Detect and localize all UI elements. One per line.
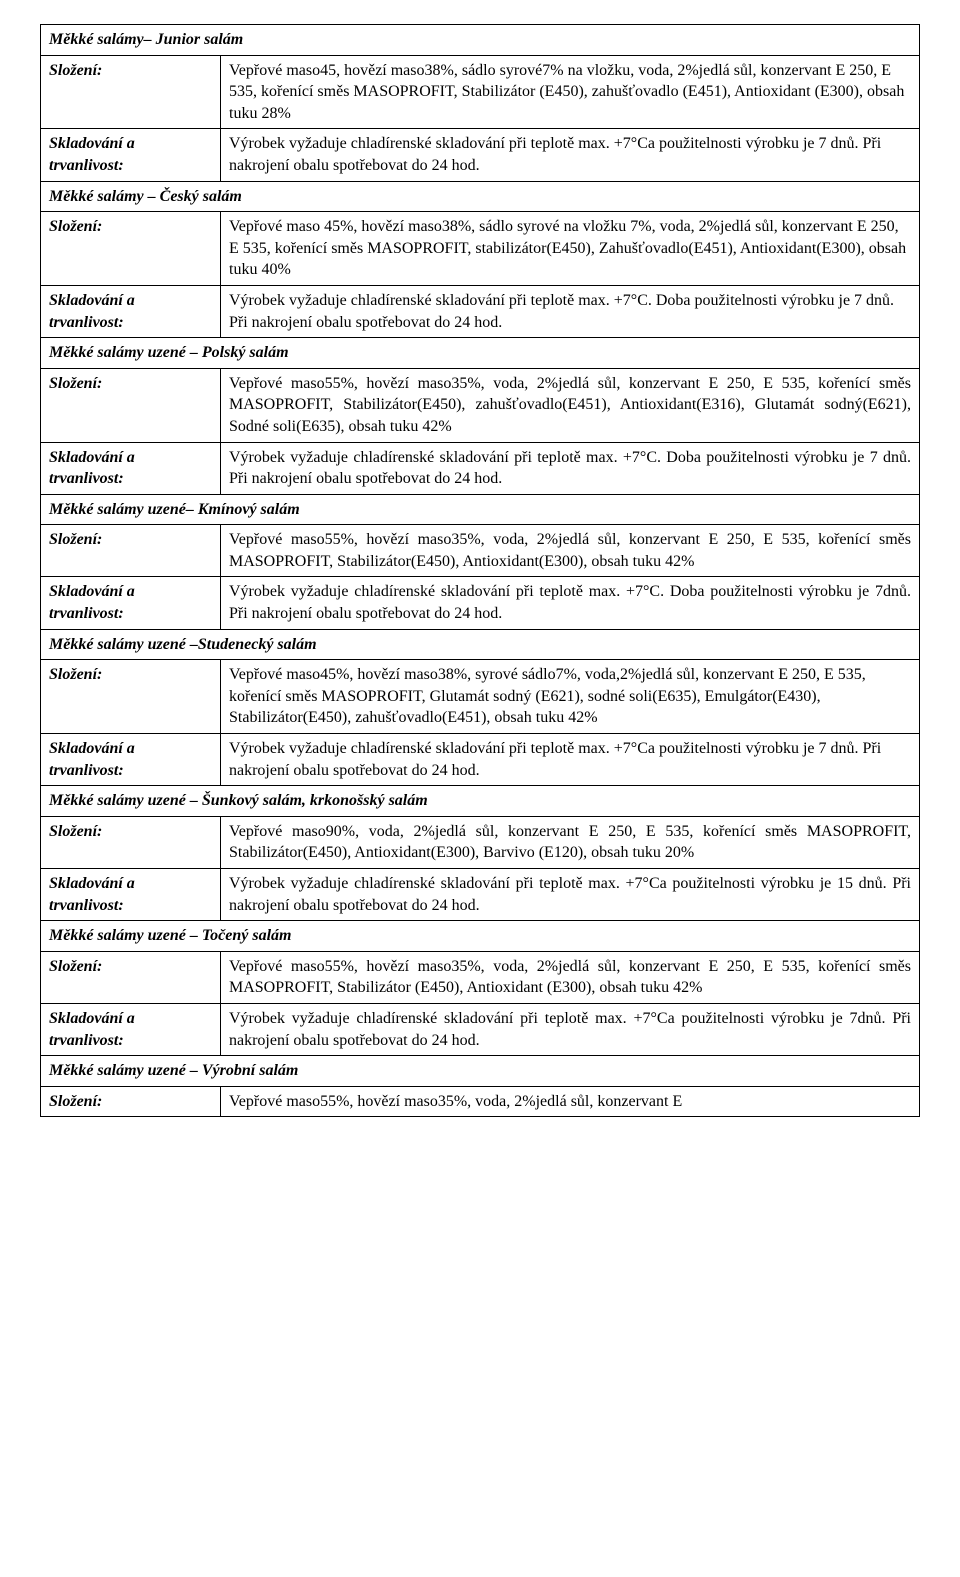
section-header: Měkké salámy uzené – Polský salám — [41, 338, 920, 369]
storage-label: Skladování a trvanlivost: — [41, 577, 221, 629]
section-header: Měkké salámy uzené– Kmínový salám — [41, 494, 920, 525]
composition-text: Vepřové maso45%, hovězí maso38%, syrové … — [221, 660, 920, 734]
section-header: Měkké salámy uzené – Točený salám — [41, 921, 920, 952]
composition-label: Složení: — [41, 368, 221, 442]
section-header: Měkké salámy – Český salám — [41, 181, 920, 212]
storage-label: Skladování a trvanlivost: — [41, 869, 221, 921]
storage-label: Skladování a trvanlivost: — [41, 734, 221, 786]
composition-text: Vepřové maso55%, hovězí maso35%, voda, 2… — [221, 368, 920, 442]
composition-text: Vepřové maso45, hovězí maso38%, sádlo sy… — [221, 55, 920, 129]
storage-text: Výrobek vyžaduje chladírenské skladování… — [221, 869, 920, 921]
section-header: Měkké salámy uzené –Studenecký salám — [41, 629, 920, 660]
storage-text: Výrobek vyžaduje chladírenské skladování… — [221, 442, 920, 494]
storage-label: Skladování a trvanlivost: — [41, 285, 221, 337]
composition-label: Složení: — [41, 55, 221, 129]
storage-text: Výrobek vyžaduje chladírenské skladování… — [221, 129, 920, 181]
storage-label: Skladování a trvanlivost: — [41, 442, 221, 494]
composition-text: Vepřové maso90%, voda, 2%jedlá sůl, konz… — [221, 816, 920, 868]
composition-label: Složení: — [41, 1086, 221, 1117]
storage-label: Skladování a trvanlivost: — [41, 1003, 221, 1055]
storage-text: Výrobek vyžaduje chladírenské skladování… — [221, 734, 920, 786]
composition-label: Složení: — [41, 212, 221, 286]
document-body: Měkké salámy– Junior salámSložení:Vepřov… — [41, 25, 920, 1117]
storage-label: Skladování a trvanlivost: — [41, 129, 221, 181]
composition-label: Složení: — [41, 951, 221, 1003]
section-header: Měkké salámy uzené – Výrobní salám — [41, 1056, 920, 1087]
composition-text: Vepřové maso55%, hovězí maso35%, voda, 2… — [221, 1086, 920, 1117]
composition-label: Složení: — [41, 525, 221, 577]
section-header: Měkké salámy– Junior salám — [41, 25, 920, 56]
composition-text: Vepřové maso 45%, hovězí maso38%, sádlo … — [221, 212, 920, 286]
storage-text: Výrobek vyžaduje chladírenské skladování… — [221, 285, 920, 337]
composition-text: Vepřové maso55%, hovězí maso35%, voda, 2… — [221, 951, 920, 1003]
composition-text: Vepřové maso55%, hovězí maso35%, voda, 2… — [221, 525, 920, 577]
composition-label: Složení: — [41, 816, 221, 868]
section-header: Měkké salámy uzené – Šunkový salám, krko… — [41, 786, 920, 817]
composition-label: Složení: — [41, 660, 221, 734]
storage-text: Výrobek vyžaduje chladírenské skladování… — [221, 1003, 920, 1055]
storage-text: Výrobek vyžaduje chladírenské skladování… — [221, 577, 920, 629]
document-table: Měkké salámy– Junior salámSložení:Vepřov… — [40, 24, 920, 1117]
